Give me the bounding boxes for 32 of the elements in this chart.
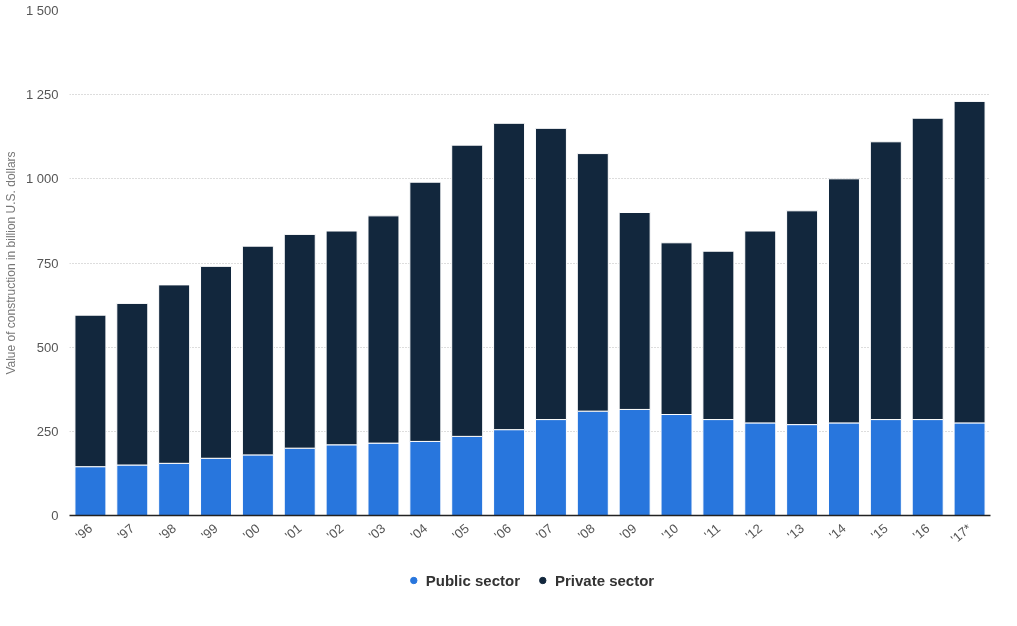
x-tick-label: '15 [868,520,891,544]
legend-label: Public sector [425,571,520,589]
x-tick-label: '03 [365,520,389,544]
x-tick-label: '16 [909,520,933,544]
x-tick-label: '01 [281,520,305,544]
y-tick-label: 0 [51,508,59,523]
x-tick-label: '11 [701,520,724,543]
x-tick-label: '99 [198,520,221,544]
y-tick-label: 250 [36,423,59,439]
x-tick-label: '12 [742,520,766,544]
x-tick-label: '98 [156,520,179,544]
x-tick-label: '97 [114,520,138,544]
y-tick-label: 1 500 [25,3,59,18]
x-tick-label: '07 [533,520,556,544]
x-tick-label: '14 [826,520,849,544]
x-tick-label: '13 [784,520,807,544]
x-tick-label: '17* [947,520,975,547]
legend-label: Private sector [554,571,655,589]
y-axis-title: Value of construction in billion U.S. dollars [3,151,18,375]
y-tick-label: 750 [36,255,59,271]
y-tick-label: 1 000 [25,171,59,187]
x-tick-label: '05 [449,520,473,544]
y-tick-label: 1 250 [25,87,59,103]
y-tick-label: 500 [36,339,59,355]
x-tick-label: '96 [72,520,96,544]
x-tick-label: '09 [616,520,640,544]
x-tick-label: '00 [240,520,263,544]
x-tick-label: '06 [491,520,514,544]
x-tick-label: '04 [407,520,431,544]
x-tick-label: '02 [323,520,347,544]
x-tick-label: '08 [575,520,598,544]
x-tick-label: '10 [658,520,682,544]
